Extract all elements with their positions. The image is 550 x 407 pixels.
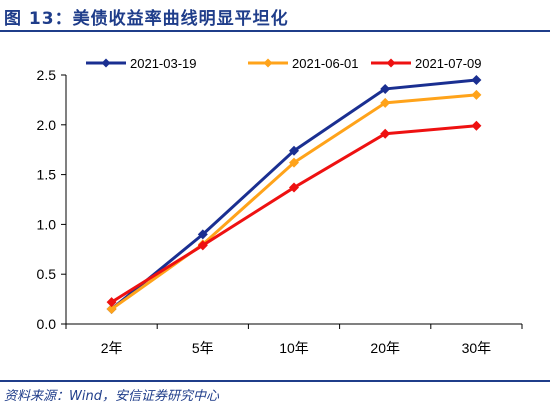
y-tick-label: 2.0: [37, 117, 57, 133]
data-point: [289, 157, 299, 168]
legend-marker: [263, 58, 273, 68]
x-tick-label: 2年: [101, 340, 123, 356]
data-point: [289, 145, 299, 156]
x-tick-label: 30年: [462, 340, 492, 356]
data-point: [471, 120, 482, 131]
series-line: [110, 93, 477, 311]
data-point: [380, 97, 391, 108]
title-rule: [0, 30, 550, 32]
x-tick-label: 10年: [279, 340, 309, 356]
series-2: [106, 89, 482, 315]
y-tick-label: 0.5: [37, 266, 57, 282]
legend-label: 2021-03-19: [130, 56, 197, 71]
source-rule: [0, 380, 550, 382]
series-line: [110, 78, 477, 311]
legend-label: 2021-07-09: [415, 56, 482, 71]
legend-label: 2021-06-01: [292, 56, 359, 71]
data-point: [106, 297, 117, 308]
x-tick-label: 20年: [370, 340, 400, 356]
data-point: [289, 182, 299, 193]
figure-title: 图 13：美债收益率曲线明显平坦化: [4, 9, 289, 29]
data-point: [380, 128, 391, 139]
data-point: [106, 304, 117, 315]
line-chart: 0.0 0.5 1.0 1.5 2.0 2.5 2年 5年 10年 20年 30年 2021-03-…: [37, 56, 523, 356]
data-point: [471, 74, 482, 85]
data-point: [197, 240, 208, 251]
chart-series: [106, 74, 482, 315]
chart-axes: 0.0 0.5 1.0 1.5 2.0 2.5 2年 5年 10年 20年 30年: [37, 67, 523, 356]
series-3: [106, 120, 482, 308]
data-point: [197, 229, 208, 240]
data-point: [380, 83, 391, 94]
figure-source: 资料来源：Wind，安信证券研究中心: [4, 389, 219, 404]
y-tick-label: 0.0: [37, 316, 57, 332]
data-point: [471, 89, 482, 100]
series-1: [106, 74, 482, 315]
y-tick-label: 1.5: [37, 167, 57, 183]
legend-marker: [101, 58, 111, 68]
y-tick-label: 2.5: [37, 67, 57, 83]
chart-legend: 2021-03-19 2021-06-01 2021-07-09: [86, 56, 482, 71]
legend-marker: [386, 58, 396, 68]
y-tick-label: 1.0: [37, 216, 57, 232]
x-tick-label: 5年: [192, 340, 214, 356]
